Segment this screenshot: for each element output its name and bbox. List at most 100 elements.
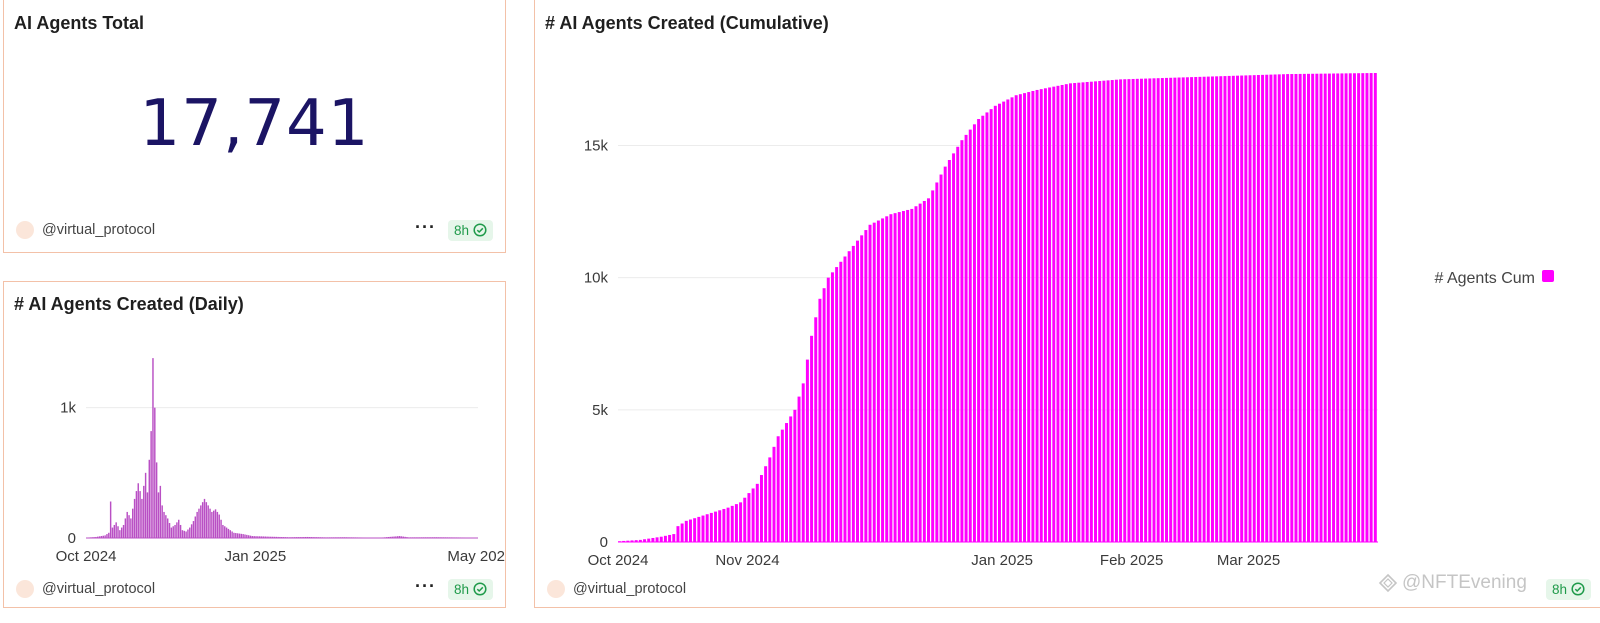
daily-bar[interactable]	[271, 536, 274, 538]
daily-bar[interactable]	[268, 536, 270, 538]
cumulative-bar[interactable]	[901, 211, 905, 542]
daily-bar[interactable]	[391, 536, 393, 538]
cumulative-bar[interactable]	[876, 220, 880, 543]
cumulative-bar[interactable]	[1089, 81, 1093, 543]
cumulative-bar[interactable]	[797, 396, 801, 542]
daily-bar[interactable]	[104, 535, 106, 538]
cumulative-bar[interactable]	[1035, 89, 1039, 542]
daily-bar[interactable]	[183, 530, 185, 538]
daily-bar[interactable]	[255, 536, 257, 538]
cumulative-bar[interactable]	[1160, 78, 1164, 543]
cumulative-bar[interactable]	[772, 446, 776, 542]
cumulative-bar[interactable]	[843, 256, 847, 542]
cumulative-bar[interactable]	[1286, 74, 1290, 542]
daily-bar[interactable]	[159, 485, 162, 538]
cumulative-bar[interactable]	[1202, 76, 1206, 542]
cumulative-bar[interactable]	[964, 134, 968, 542]
cumulative-bar[interactable]	[1261, 74, 1265, 542]
daily-bar[interactable]	[143, 485, 145, 538]
daily-bar[interactable]	[203, 498, 206, 538]
daily-bar[interactable]	[181, 530, 184, 538]
daily-bar[interactable]	[236, 533, 239, 538]
cumulative-bar[interactable]	[1060, 84, 1064, 543]
daily-bar[interactable]	[166, 518, 169, 538]
cumulative-bar[interactable]	[1114, 79, 1118, 542]
freshness-badge[interactable]: 8h	[447, 219, 493, 241]
cumulative-bar[interactable]	[1094, 81, 1098, 542]
daily-bar[interactable]	[247, 535, 250, 538]
daily-bar[interactable]	[198, 508, 200, 538]
daily-bar[interactable]	[279, 536, 281, 538]
cumulative-bar[interactable]	[977, 119, 981, 543]
cumulative-bar[interactable]	[810, 335, 814, 542]
daily-bar[interactable]	[233, 532, 235, 538]
cumulative-bar[interactable]	[776, 436, 780, 542]
daily-bar[interactable]	[305, 536, 307, 538]
cumulative-bar[interactable]	[714, 511, 718, 542]
daily-bar[interactable]	[266, 536, 268, 538]
cumulative-bar[interactable]	[1148, 78, 1152, 542]
daily-bar[interactable]	[395, 536, 397, 538]
cumulative-bar[interactable]	[1294, 73, 1298, 542]
daily-bar[interactable]	[128, 515, 130, 538]
daily-bar[interactable]	[242, 534, 244, 538]
daily-bar[interactable]	[246, 534, 248, 538]
daily-bar[interactable]	[98, 536, 101, 538]
daily-bar[interactable]	[124, 518, 127, 538]
cumulative-bar[interactable]	[1006, 99, 1010, 543]
daily-bar[interactable]	[201, 502, 204, 538]
cumulative-bar[interactable]	[1352, 73, 1356, 542]
daily-bar[interactable]	[113, 524, 116, 538]
cumulative-bar[interactable]	[1102, 80, 1106, 542]
cumulative-bar[interactable]	[1327, 73, 1331, 542]
daily-bar[interactable]	[106, 534, 108, 538]
daily-bar[interactable]	[277, 536, 279, 538]
cumulative-bar[interactable]	[651, 537, 655, 542]
cumulative-bar[interactable]	[626, 540, 630, 542]
cumulative-bar[interactable]	[722, 508, 726, 542]
cumulative-bar[interactable]	[622, 540, 626, 542]
more-menu-icon[interactable]: ···	[414, 217, 436, 237]
cumulative-bar[interactable]	[931, 190, 935, 542]
daily-bar[interactable]	[97, 536, 99, 538]
daily-bar[interactable]	[130, 518, 132, 538]
daily-bar[interactable]	[260, 536, 263, 538]
daily-bar[interactable]	[218, 514, 220, 538]
cumulative-bar[interactable]	[906, 209, 910, 542]
daily-bar[interactable]	[214, 509, 217, 538]
cumulative-bar[interactable]	[814, 317, 818, 542]
cumulative-bar[interactable]	[993, 105, 997, 542]
cumulative-bar[interactable]	[676, 526, 680, 542]
daily-bar[interactable]	[163, 511, 165, 538]
cumulative-bar[interactable]	[1152, 78, 1156, 542]
cumulative-bar[interactable]	[864, 230, 868, 542]
cumulative-bar[interactable]	[1110, 80, 1114, 542]
cumulative-bar[interactable]	[910, 208, 914, 542]
cumulative-bar[interactable]	[897, 212, 901, 542]
cumulative-bar[interactable]	[947, 160, 951, 542]
cumulative-bar[interactable]	[1248, 75, 1252, 543]
cumulative-bar[interactable]	[1319, 73, 1323, 543]
avatar[interactable]	[16, 221, 34, 239]
daily-bar[interactable]	[240, 533, 243, 538]
cumulative-bar[interactable]	[743, 497, 747, 542]
cumulative-bar[interactable]	[1198, 76, 1202, 543]
daily-bar[interactable]	[190, 524, 193, 538]
cumulative-bar[interactable]	[1298, 73, 1302, 543]
cumulative-bar[interactable]	[1169, 77, 1173, 542]
cumulative-bar[interactable]	[726, 507, 730, 542]
daily-bar[interactable]	[117, 526, 119, 538]
cumulative-bar[interactable]	[968, 129, 972, 542]
cumulative-bar[interactable]	[764, 466, 768, 542]
cumulative-bar[interactable]	[1056, 85, 1060, 542]
cumulative-bar[interactable]	[839, 261, 843, 542]
daily-bar[interactable]	[397, 536, 399, 538]
cumulative-bar[interactable]	[751, 488, 755, 542]
cumulative-bar[interactable]	[1190, 77, 1194, 543]
cumulative-bar[interactable]	[697, 516, 701, 542]
cumulative-bar[interactable]	[960, 140, 964, 543]
cumulative-bar[interactable]	[1139, 78, 1143, 543]
cumulative-bar[interactable]	[1215, 76, 1219, 542]
cumulative-bar[interactable]	[1081, 82, 1085, 542]
cumulative-bar[interactable]	[734, 504, 738, 542]
